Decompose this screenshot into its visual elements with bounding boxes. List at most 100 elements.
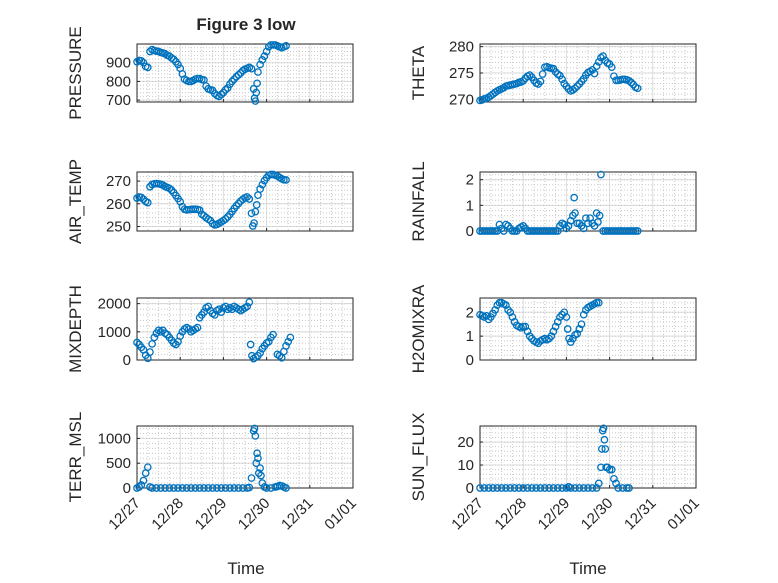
terr_msl-data-point	[200, 484, 208, 492]
h2omixra-data-point	[547, 332, 556, 341]
pressure-data-point	[143, 63, 152, 72]
sun_flux-data-point	[480, 484, 489, 492]
theta-data-point	[571, 84, 579, 93]
sun_flux-data-point	[600, 435, 609, 444]
mixdepth-data-point	[256, 349, 264, 357]
air_temp-data-point	[252, 201, 261, 209]
sun_flux-data-point	[603, 463, 612, 472]
sun_flux-data-point	[493, 484, 502, 492]
pressure-data-point	[221, 85, 230, 94]
subplot-rainfall: 0 1 2 RAINFALL	[409, 161, 697, 242]
mixdepth-y-tick-label: 0	[123, 352, 131, 369]
terr_msl-data-point	[256, 464, 264, 473]
terr_msl-data-point	[217, 484, 226, 492]
pressure-data-point	[139, 58, 148, 67]
rainfall-data-point	[571, 209, 579, 217]
h2omixra-data-point	[551, 322, 560, 331]
mixdepth-data-point	[264, 337, 273, 346]
sun_flux-data-point	[623, 484, 631, 492]
h2omixra-data-point	[523, 327, 532, 336]
h2omixra-data-point	[502, 301, 510, 310]
air_temp-y-axis-label: AIR_TEMP	[66, 159, 85, 244]
subplot-air_temp: 250 260 270 AIR_TEMP	[66, 159, 354, 244]
h2omixra-data-point	[506, 308, 515, 317]
theta-data-point	[558, 75, 566, 84]
mixdepth-data-point	[150, 333, 159, 342]
terr_msl-data-point	[234, 484, 243, 492]
sun_flux-data-point	[566, 484, 575, 492]
terr_msl-data-point	[221, 484, 230, 492]
sun_flux-data-point	[625, 484, 633, 492]
pressure-data-point	[174, 60, 182, 69]
terr_msl-data-point	[252, 459, 261, 468]
terr_msl-data-point	[262, 484, 271, 492]
rainfall-data-point	[551, 227, 560, 235]
mixdepth-data-point	[284, 337, 293, 346]
theta-y-tick-label: 280	[449, 39, 474, 56]
terr_msl-y-tick-label: 500	[106, 455, 131, 472]
mixdepth-data-point	[146, 348, 154, 356]
pressure-y-tick-label: 800	[106, 73, 131, 90]
sun_flux-data-point	[476, 484, 484, 492]
sun_flux-y-tick-label: 20	[457, 434, 474, 451]
air_temp-data-point	[221, 215, 230, 223]
pressure-data-point	[253, 79, 261, 88]
subplot-theta: 270 275 280 THETA	[409, 39, 697, 108]
h2omixra-data-point	[525, 332, 534, 341]
h2omixra-data-point	[508, 313, 517, 321]
mixdepth-data-point	[204, 302, 213, 311]
pressure-data-point	[232, 72, 241, 81]
pressure-data-point	[217, 90, 226, 99]
rainfall-plot-area	[480, 172, 696, 231]
h2omixra-data-point	[573, 329, 582, 338]
sun_flux-data-point	[553, 484, 562, 492]
terr_msl-data-point	[156, 484, 165, 492]
sun_flux-data-point	[612, 479, 620, 488]
subplot-mixdepth: 0 1000 2000 MIXDEPTH	[66, 285, 354, 373]
terr_msl-data-point	[251, 432, 260, 440]
sun_flux-data-point	[549, 484, 558, 492]
theta-data-point	[633, 84, 642, 93]
terr_msl-y-tick-label: 0	[123, 480, 131, 497]
sun_flux-data-point	[601, 445, 610, 453]
h2omixra-data-point	[553, 317, 562, 326]
theta-data-point	[607, 63, 616, 72]
sun_flux-data-point	[519, 484, 528, 492]
terr_msl-data-point	[195, 484, 204, 492]
pressure-data-point	[251, 97, 260, 105]
rainfall-data-point	[499, 227, 508, 235]
h2omixra-data-point	[495, 298, 504, 307]
terr_msl-data-point	[139, 476, 148, 485]
h2omixra-data-point	[558, 310, 566, 319]
sun_flux-data-point	[532, 484, 541, 492]
mixdepth-data-point	[269, 330, 277, 339]
sun_flux-data-point	[536, 484, 545, 492]
sun_flux-data-point	[502, 484, 510, 492]
h2omixra-axes-box	[479, 297, 697, 361]
h2omixra-y-tick-label: 1	[466, 328, 474, 345]
terr_msl-data-point	[226, 484, 234, 492]
rainfall-data-point	[489, 227, 497, 235]
mixdepth-y-tick-label: 2000	[98, 296, 131, 313]
sun_flux-data-point	[497, 484, 506, 492]
air_temp-data-point	[137, 193, 146, 202]
sun_flux-data-point	[484, 484, 493, 492]
sun_flux-data-point	[575, 484, 584, 492]
rainfall-data-point	[595, 211, 604, 220]
pressure-axes-box	[136, 43, 354, 103]
sun_flux-y-axis-label: SUN_FLUX	[409, 413, 428, 502]
rainfall-data-point	[633, 227, 642, 235]
sun_flux-data-point	[489, 484, 497, 492]
terr_msl-y-tick-label: 1000	[98, 430, 131, 447]
sun_flux-data-point	[584, 484, 592, 492]
pressure-data-point	[282, 42, 290, 50]
theta-y-tick-label: 270	[449, 91, 474, 108]
air_temp-data-point	[245, 195, 254, 203]
h2omixra-data-point	[491, 306, 499, 314]
h2omixra-y-tick-label: 2	[466, 304, 474, 321]
figure-title: Figure 3 low	[196, 15, 296, 34]
sun_flux-axes-box	[479, 425, 697, 489]
theta-data-point	[627, 78, 636, 87]
mixdepth-data-point	[176, 332, 185, 340]
rainfall-y-axis-label: RAINFALL	[409, 161, 428, 241]
